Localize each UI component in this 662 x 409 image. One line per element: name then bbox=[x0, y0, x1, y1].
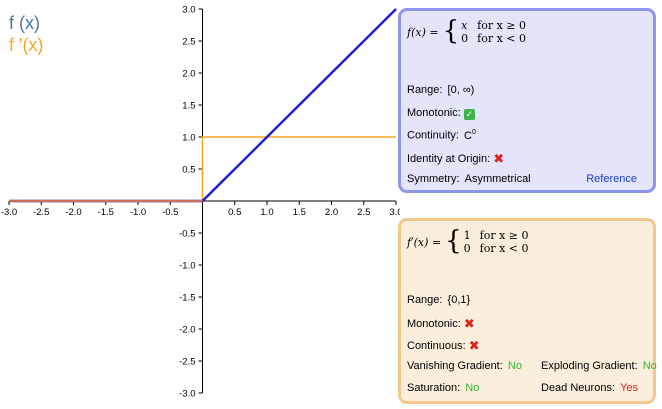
legend: f (x) f '(x) bbox=[9, 12, 43, 56]
derivative-monotonic-label: Monotonic: bbox=[407, 318, 461, 330]
x-tick-label: -2.0 bbox=[65, 207, 81, 218]
derivative-range-label: Range: bbox=[407, 294, 443, 306]
legend-f-prime: f '(x) bbox=[9, 35, 44, 55]
range-value: [0, ∞) bbox=[447, 84, 475, 96]
symmetry-row: Symmetry: Asymmetrical bbox=[407, 173, 531, 185]
identity-row: Identity at Origin: ✖ bbox=[407, 151, 504, 167]
continuity-superscript: 0 bbox=[472, 129, 476, 136]
y-tick-label: 1.5 bbox=[182, 101, 195, 112]
y-tick-label: 1.0 bbox=[182, 133, 195, 144]
y-tick-label: -1.0 bbox=[179, 261, 195, 272]
y-tick-label: 2.0 bbox=[182, 69, 195, 80]
dead-neurons-value: Yes bbox=[620, 382, 639, 394]
continuity-label: Continuity: bbox=[407, 129, 459, 142]
range-row: Range: [0, ∞) bbox=[407, 84, 474, 96]
continuity-row: Continuity: C0 bbox=[407, 129, 476, 142]
derivative-formula-lhs: f′(x) = bbox=[407, 235, 442, 249]
derivative-formula-cases: 1 for x ≥ 0 0 for x < 0 bbox=[464, 229, 529, 255]
x-tick-label: -2.5 bbox=[33, 207, 49, 218]
series-lines bbox=[9, 8, 397, 203]
formula-lhs: f(x) = bbox=[407, 25, 439, 39]
dead-neurons-row: Dead Neurons: Yes bbox=[541, 382, 638, 394]
formula-cases: x for x ≥ 0 0 for x < 0 bbox=[461, 19, 526, 45]
x-tick-label: 1.5 bbox=[293, 207, 306, 218]
y-tick-label: -0.5 bbox=[179, 229, 195, 240]
continuity-value: C bbox=[464, 129, 472, 142]
vanishing-gradient-row: Vanishing Gradient: No bbox=[407, 360, 522, 372]
formula-case: x for x ≥ 0 bbox=[461, 19, 526, 32]
x-tick-label: 3.0 bbox=[389, 207, 400, 218]
y-tick-label: 0.5 bbox=[182, 165, 195, 176]
x-tick-label: -1.0 bbox=[130, 207, 146, 218]
series-line-f-prime bbox=[9, 136, 396, 202]
formula-brace: { bbox=[442, 16, 460, 46]
function-plot: -3.0 -2.5 -2.0 -1.5 -1.0 -0.5 0.5 1.0 1.5 2.0 2.5 3… bbox=[1, 5, 400, 400]
x-tick-label: 0.5 bbox=[228, 207, 241, 218]
x-tick-label: 1.0 bbox=[260, 207, 273, 218]
y-tick-label: -3.0 bbox=[179, 389, 195, 400]
saturation-value: No bbox=[465, 382, 480, 394]
symmetry-label: Symmetry: bbox=[407, 173, 460, 185]
saturation-label: Saturation: bbox=[407, 382, 461, 394]
y-tick-label: -1.5 bbox=[179, 293, 195, 304]
derivative-range-row: Range: {0,1} bbox=[407, 294, 470, 306]
vanishing-gradient-value: No bbox=[507, 360, 522, 372]
x-tick-label: 2.5 bbox=[357, 207, 370, 218]
derivative-formula: f′(x) = { 1 for x ≥ 0 0 for x < 0 bbox=[407, 226, 529, 256]
y-tick-label: -2.0 bbox=[179, 325, 195, 336]
derivative-info-panel: f′(x) = { 1 for x ≥ 0 0 for x < 0 Range: {… bbox=[398, 218, 657, 404]
derivative-formula-case: 0 for x < 0 bbox=[463, 242, 529, 255]
monotonic-label: Monotonic: bbox=[407, 107, 461, 119]
cross-icon: ✖ bbox=[463, 316, 475, 331]
vanishing-gradient-label: Vanishing Gradient: bbox=[407, 360, 503, 372]
dead-neurons-label: Dead Neurons: bbox=[541, 382, 615, 394]
y-tick-label: -2.5 bbox=[179, 357, 195, 368]
exploding-gradient-label: Exploding Gradient: bbox=[541, 360, 638, 372]
tick-labels: -3.0 -2.5 -2.0 -1.5 -1.0 -0.5 0.5 1.0 1.5 2.0 2.5 3… bbox=[1, 5, 400, 400]
symmetry-value: Asymmetrical bbox=[464, 173, 531, 185]
function-formula: f(x) = { x for x ≥ 0 0 for x < 0 bbox=[407, 16, 526, 46]
derivative-monotonic-row: Monotonic: ✖ bbox=[407, 316, 475, 332]
cross-icon: ✖ bbox=[468, 338, 480, 353]
y-tick-label: 3.0 bbox=[182, 5, 195, 16]
continuous-row: Continuous: ✖ bbox=[407, 338, 480, 354]
range-label: Range: bbox=[407, 84, 443, 96]
derivative-formula-case: 1 for x ≥ 0 bbox=[463, 229, 529, 242]
cross-icon: ✖ bbox=[493, 151, 505, 166]
derivative-formula-brace: { bbox=[445, 226, 462, 256]
function-info-panel: f(x) = { x for x ≥ 0 0 for x < 0 Range: [0… bbox=[398, 8, 656, 193]
reference-link[interactable]: Reference bbox=[586, 173, 637, 185]
continuous-label: Continuous: bbox=[407, 340, 466, 352]
saturation-row: Saturation: No bbox=[407, 382, 479, 394]
x-tick-label: 2.0 bbox=[325, 207, 338, 218]
monotonic-row: Monotonic: ✓ bbox=[407, 107, 475, 120]
x-tick-label: -1.5 bbox=[98, 207, 114, 218]
y-tick-label: 2.5 bbox=[182, 37, 195, 48]
x-tick-label: -0.5 bbox=[162, 207, 178, 218]
x-tick-label: -3.0 bbox=[1, 207, 17, 218]
check-icon: ✓ bbox=[463, 109, 475, 120]
legend-f: f (x) bbox=[9, 13, 40, 33]
identity-label: Identity at Origin: bbox=[407, 153, 491, 165]
exploding-gradient-row: Exploding Gradient: No bbox=[541, 360, 657, 372]
formula-case: 0 for x < 0 bbox=[461, 32, 526, 45]
exploding-gradient-value: No bbox=[642, 360, 657, 372]
derivative-range-value: {0,1} bbox=[447, 294, 471, 306]
